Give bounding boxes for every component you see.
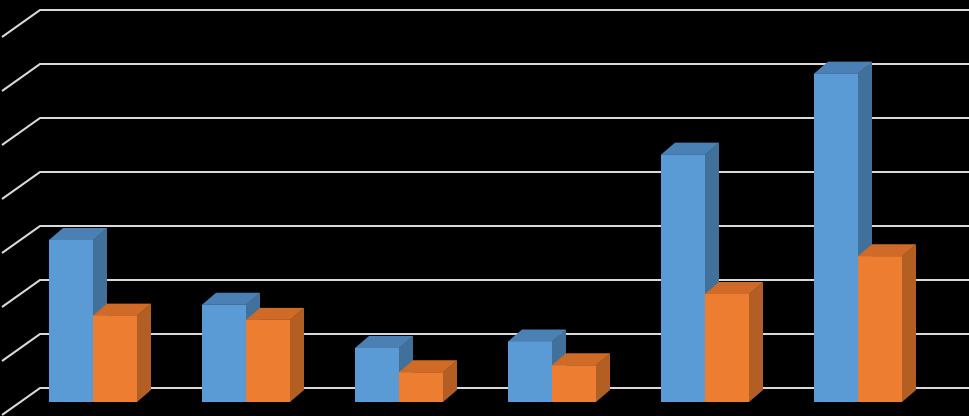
bar-side (137, 303, 151, 402)
bar-top (552, 353, 610, 366)
bar-side (902, 244, 916, 402)
bar (399, 372, 443, 402)
bar (814, 73, 858, 403)
gridline (1, 225, 969, 254)
bar-side (443, 360, 457, 402)
bar-top (814, 61, 872, 74)
bar-top (202, 292, 260, 305)
bar-top (705, 282, 763, 294)
gridline (1, 171, 969, 200)
bar (661, 154, 705, 402)
bar-top (399, 360, 457, 373)
bar (858, 256, 902, 402)
bar (705, 294, 749, 402)
bar (508, 341, 552, 402)
bar-top (93, 303, 151, 316)
gridline (1, 63, 969, 92)
bar-top (355, 336, 413, 348)
bar-side (749, 282, 763, 402)
bar-top (49, 228, 107, 240)
gridlines (1, 9, 969, 416)
bar-top (858, 244, 916, 257)
bars (49, 61, 916, 403)
bar (49, 240, 93, 402)
gridline (1, 9, 969, 38)
bar-top (246, 307, 304, 320)
bar-side (596, 353, 610, 402)
gridline (1, 387, 969, 416)
bar-side (290, 307, 304, 402)
bar-top (508, 329, 566, 342)
bar (93, 315, 137, 402)
bar (246, 319, 290, 402)
gridline (1, 117, 969, 146)
bar (355, 348, 399, 402)
gridline (1, 333, 969, 362)
bar-top (661, 142, 719, 155)
bar (552, 365, 596, 402)
gridline (1, 279, 969, 308)
bar (202, 304, 246, 402)
